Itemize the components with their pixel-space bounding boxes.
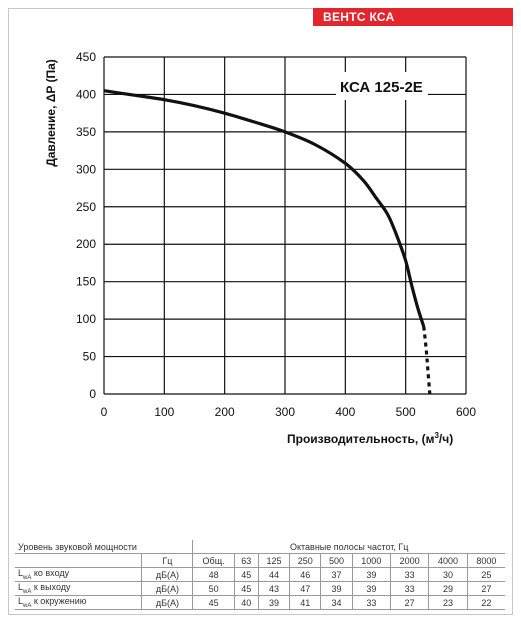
x-tick-label: 0 bbox=[101, 405, 108, 419]
y-tick-label: 350 bbox=[76, 125, 96, 139]
y-tick-label: 100 bbox=[76, 312, 96, 326]
table-cell: 39 bbox=[351, 567, 392, 582]
table-cell: 34 bbox=[320, 595, 353, 610]
x-axis-label: Производительность, (м3/ч) bbox=[287, 431, 453, 446]
table-cell: 39 bbox=[351, 581, 392, 596]
x-tick-label: 400 bbox=[335, 405, 355, 419]
table-cell: 22 bbox=[466, 595, 505, 610]
table-cell: 44 bbox=[257, 567, 291, 582]
x-tick-label: 300 bbox=[275, 405, 295, 419]
y-tick-label: 300 bbox=[76, 162, 96, 176]
column-unit: Гц bbox=[141, 553, 194, 568]
table-cell: 48 bbox=[192, 567, 235, 582]
table-cell: 29 bbox=[428, 581, 468, 596]
table-cell: 25 bbox=[466, 567, 505, 582]
x-tick-label: 500 bbox=[396, 405, 416, 419]
brand-badge: ВЕНТС КСА bbox=[313, 8, 513, 26]
table-cell: 41 bbox=[289, 595, 322, 610]
table-cell: 30 bbox=[428, 567, 468, 582]
table-cell: 43 bbox=[257, 581, 291, 596]
header-left: Уровень звуковой мощности bbox=[15, 540, 194, 554]
column-header: 125 bbox=[257, 553, 291, 568]
tick-labels: 0 50 100 150 200 250 300 350 400 450 0 100 200 300 400… bbox=[76, 50, 476, 419]
table-cell: 33 bbox=[389, 567, 430, 582]
table-cell: 45 bbox=[233, 567, 259, 582]
y-tick-label: 0 bbox=[89, 387, 96, 401]
y-axis-label: Давление, ΔP (Па) bbox=[44, 59, 58, 167]
fan-curve-chart: 0 50 100 150 200 250 300 350 400 450 0 100 200 300 400… bbox=[44, 50, 476, 446]
table-cell: 40 bbox=[233, 595, 259, 610]
row-unit: дБ(А) bbox=[141, 567, 194, 582]
table-cell: 33 bbox=[389, 581, 430, 596]
table-cell: 45 bbox=[192, 595, 235, 610]
y-tick-label: 450 bbox=[76, 50, 96, 64]
row-label: LwA к окружению bbox=[15, 595, 143, 610]
chart-title: КСА 125-2Е bbox=[340, 79, 423, 96]
table-cell: 50 bbox=[192, 581, 235, 596]
curve-extrapolated-dotted bbox=[422, 326, 432, 395]
row-label: LwA к выходу bbox=[15, 581, 143, 596]
table-cell: 27 bbox=[466, 581, 505, 596]
column-header: Общ. bbox=[192, 553, 235, 568]
table-cell: 39 bbox=[257, 595, 291, 610]
series-group bbox=[103, 89, 432, 395]
curve-line bbox=[103, 89, 426, 328]
table-cell: 47 bbox=[289, 581, 322, 596]
table-cell: 23 bbox=[428, 595, 468, 610]
y-tick-label: 250 bbox=[76, 200, 96, 214]
x-tick-label: 200 bbox=[215, 405, 235, 419]
row-unit: дБ(А) bbox=[141, 581, 194, 596]
y-tick-label: 400 bbox=[76, 87, 96, 101]
y-tick-label: 150 bbox=[76, 275, 96, 289]
table-row: LwA к выходу дБ(А) 50 45 43 47 39 39 33 29 27 bbox=[15, 581, 505, 596]
column-header: 250 bbox=[289, 553, 322, 568]
table-column-row: Гц Общ. 63 125 250 500 1000 2000 4000 8000 bbox=[15, 553, 505, 568]
y-tick-label: 50 bbox=[83, 350, 97, 364]
column-header: 1000 bbox=[351, 553, 392, 568]
column-header: 2000 bbox=[389, 553, 430, 568]
table-row: LwA ко входу дБ(А) 48 45 44 46 37 39 33 30 25 bbox=[15, 567, 505, 582]
row-label: LwA ко входу bbox=[15, 567, 143, 582]
table-row: LwA к окружению дБ(А) 45 40 39 41 34 33 27 23 22 bbox=[15, 595, 505, 610]
grid bbox=[103, 56, 467, 395]
sound-power-table: Уровень звуковой мощности Октавные полос… bbox=[15, 540, 505, 610]
x-tick-label: 600 bbox=[456, 405, 476, 419]
column-header: 500 bbox=[320, 553, 353, 568]
chart-title-box bbox=[336, 72, 428, 100]
row-unit: дБ(А) bbox=[141, 595, 194, 610]
x-tick-label: 100 bbox=[154, 405, 174, 419]
column-header: 8000 bbox=[466, 553, 505, 568]
column-header: 63 bbox=[233, 553, 259, 568]
page-frame bbox=[8, 8, 513, 615]
table-cell: 46 bbox=[289, 567, 322, 582]
table-cell: 45 bbox=[233, 581, 259, 596]
column-empty bbox=[15, 553, 143, 568]
header-right: Октавные полосы частот, Гц bbox=[192, 540, 505, 554]
table-cell: 33 bbox=[351, 595, 392, 610]
table-cell: 27 bbox=[389, 595, 430, 610]
table-cell: 37 bbox=[320, 567, 353, 582]
table-cell: 39 bbox=[320, 581, 353, 596]
column-header: 4000 bbox=[428, 553, 468, 568]
table-header-row: Уровень звуковой мощности Октавные полос… bbox=[15, 540, 505, 554]
y-tick-label: 200 bbox=[76, 237, 96, 251]
